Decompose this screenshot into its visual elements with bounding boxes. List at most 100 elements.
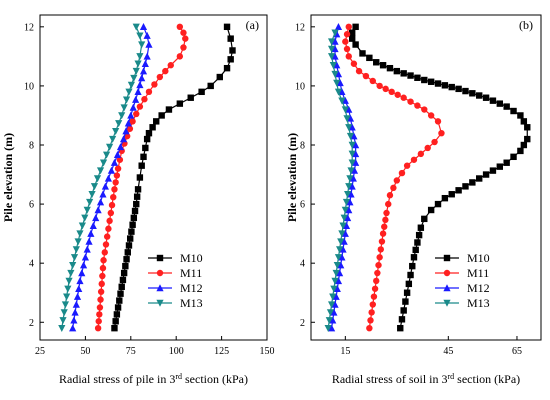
legend-marker (443, 284, 451, 292)
legend-marker (443, 299, 451, 307)
data-point (343, 45, 351, 53)
data-point (124, 119, 132, 127)
data-point (352, 150, 360, 158)
data-point (412, 246, 419, 254)
data-point (373, 277, 380, 285)
legend-marker (156, 269, 164, 277)
data-point (109, 135, 117, 143)
data-point (520, 118, 528, 125)
data-point (382, 85, 389, 93)
data-point (106, 217, 113, 225)
data-point (349, 174, 357, 182)
data-point (96, 304, 104, 311)
series-M12 (327, 23, 360, 332)
data-point (78, 269, 86, 277)
data-point (330, 308, 338, 316)
data-point (75, 284, 83, 292)
data-point (343, 31, 351, 38)
data-point (143, 135, 151, 143)
data-point (400, 70, 407, 77)
legend-marker (156, 299, 164, 307)
data-point (134, 60, 142, 68)
data-point (111, 186, 118, 193)
data-point (132, 23, 140, 31)
data-point (348, 123, 356, 131)
data-point (153, 118, 160, 125)
data-point (327, 53, 336, 61)
data-point (61, 301, 70, 309)
data-point (338, 97, 346, 105)
data-point (74, 238, 82, 246)
data-point (414, 74, 421, 81)
data-point (132, 67, 140, 75)
data-point (130, 74, 138, 82)
data-point (368, 309, 375, 316)
data-point (132, 95, 140, 103)
legend-marker (156, 284, 164, 292)
data-point (78, 222, 86, 230)
legend-label: M12 (467, 281, 490, 295)
data-point (133, 193, 141, 200)
data-point (333, 61, 341, 69)
data-point (87, 229, 95, 237)
data-point (427, 206, 435, 214)
series-line (72, 26, 150, 329)
data-point (331, 45, 339, 53)
data-point (376, 82, 383, 90)
data-point (327, 324, 336, 332)
data-point (151, 81, 158, 88)
data-point (113, 172, 121, 179)
legend-marker (156, 254, 164, 262)
y-tick-label: 2 (29, 318, 34, 329)
data-point (397, 324, 404, 332)
data-point (229, 47, 236, 54)
series-M11 (342, 23, 445, 332)
data-point (99, 159, 108, 167)
data-point (403, 289, 411, 296)
data-point (63, 293, 71, 301)
data-point (330, 285, 338, 293)
data-point (347, 190, 355, 198)
data-point (72, 246, 80, 254)
data-point (455, 85, 462, 93)
legend-label: M11 (467, 266, 489, 280)
data-point (158, 112, 165, 119)
y-tick-label: 6 (300, 200, 305, 211)
data-point (431, 138, 438, 146)
data-point (110, 193, 117, 201)
data-point (338, 253, 346, 261)
data-point (348, 182, 356, 190)
data-point (116, 143, 125, 151)
data-point (371, 285, 379, 292)
data-point (367, 317, 374, 324)
data-point (138, 74, 146, 82)
data-point (520, 141, 528, 149)
data-point (99, 272, 106, 280)
data-point (417, 224, 425, 231)
y-tick-label: 12 (295, 22, 305, 33)
data-point (156, 73, 164, 81)
data-point (331, 52, 339, 60)
data-point (223, 23, 231, 31)
data-point (59, 317, 67, 325)
data-point (129, 103, 137, 111)
data-point (122, 96, 131, 104)
data-point (324, 324, 332, 332)
data-point (131, 207, 139, 215)
data-point (128, 228, 135, 235)
data-point (130, 214, 138, 222)
data-point (123, 256, 130, 263)
data-point (331, 37, 339, 45)
data-point (176, 100, 184, 107)
data-point (407, 271, 414, 279)
data-point (134, 186, 142, 193)
series-M12 (69, 23, 153, 332)
data-point (93, 175, 102, 183)
data-point (345, 206, 353, 214)
data-point (421, 106, 428, 113)
data-point (407, 72, 414, 79)
data-point (402, 298, 409, 305)
data-point (111, 324, 118, 332)
data-point (345, 183, 353, 191)
data-point (427, 78, 435, 85)
